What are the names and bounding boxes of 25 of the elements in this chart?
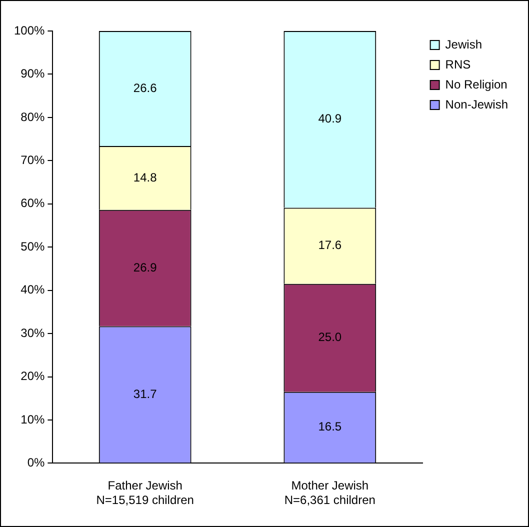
y-tick-label: 80% <box>20 110 46 124</box>
data-label: 26.9 <box>133 260 158 274</box>
y-tick-label: 50% <box>20 239 46 254</box>
y-tick-label: 70% <box>20 152 46 167</box>
y-tick-label: 40% <box>20 282 46 297</box>
y-tick-label: 10% <box>20 412 46 426</box>
data-label: 17.6 <box>318 238 342 252</box>
legend-label: RNS <box>445 57 471 72</box>
y-tick-label: 20% <box>20 369 46 384</box>
legend-label: No Religion <box>445 77 508 92</box>
y-tick-label: 100% <box>14 23 46 38</box>
y-tick-label: 30% <box>20 326 46 340</box>
data-label: 25.0 <box>318 330 342 344</box>
data-label: 26.6 <box>133 80 158 95</box>
data-label: 40.9 <box>318 112 342 126</box>
y-tick-label: 0% <box>27 456 46 470</box>
x-tick-label: Father Jewish N=15,519 children <box>96 478 194 508</box>
legend-label: Jewish <box>445 37 482 52</box>
data-label: 16.5 <box>318 420 342 434</box>
data-label: 14.8 <box>133 170 158 184</box>
y-tick-label: 90% <box>20 66 46 81</box>
data-label: 31.7 <box>133 386 158 401</box>
legend-label: Non-Jewish <box>445 97 508 112</box>
y-tick-label: 60% <box>20 196 46 210</box>
x-tick-label: Mother Jewish N=6,361 children <box>284 478 376 508</box>
